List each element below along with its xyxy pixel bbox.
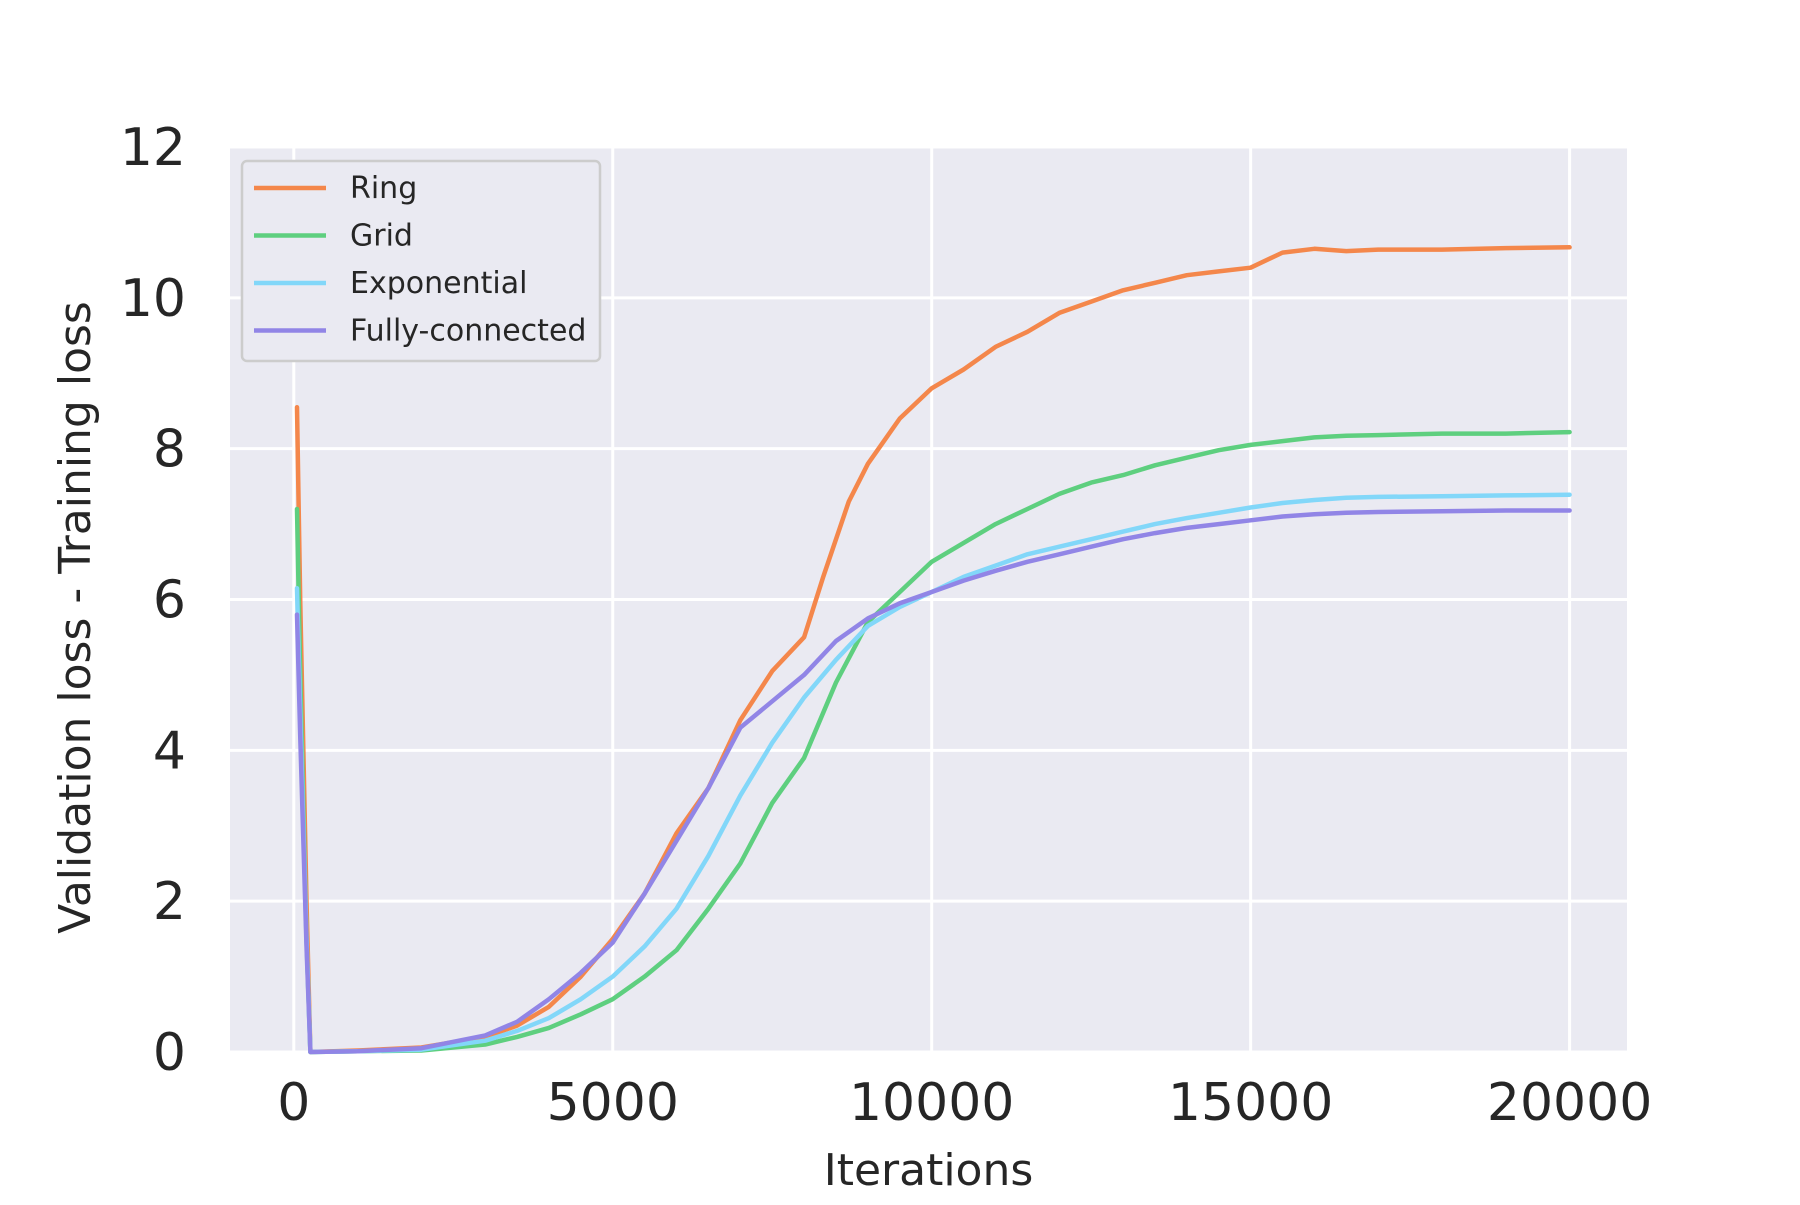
legend-box — [240, 159, 602, 363]
x-axis-title: Iterations — [824, 1145, 1034, 1196]
x-tick-label: 10000 — [849, 1073, 1014, 1133]
y-tick-label: 4 — [153, 721, 186, 781]
series-line-exponential — [294, 492, 1572, 1055]
series-line-fully-connected — [294, 508, 1572, 1055]
legend: Ring Grid Exponential Fully-connected — [240, 159, 602, 363]
series-lines — [294, 245, 1572, 1055]
series-line-grid — [294, 429, 1572, 1055]
legend-label: Exponential — [350, 266, 527, 301]
x-tick-label: 5000 — [547, 1073, 679, 1133]
x-tick-label: 15000 — [1168, 1073, 1333, 1133]
x-tick-label: 20000 — [1487, 1073, 1652, 1133]
gridlines — [230, 145, 1627, 1054]
legend-label: Ring — [350, 171, 417, 206]
y-tick-label: 2 — [153, 872, 186, 932]
legend-label: Grid — [350, 219, 413, 254]
y-tick-label: 12 — [120, 118, 186, 178]
y-tick-label: 6 — [153, 571, 186, 631]
y-tick-label: 0 — [153, 1023, 186, 1083]
x-tick-label: 0 — [277, 1073, 310, 1133]
y-tick-label: 10 — [120, 269, 186, 329]
tick-labels: 0 5000 10000 15000 20000 0 2 4 6 8 10 12 — [120, 118, 1652, 1133]
y-axis-title: Validation loss - Training loss — [50, 301, 101, 934]
legend-label: Fully-connected — [350, 314, 586, 349]
y-tick-label: 8 — [153, 420, 186, 480]
